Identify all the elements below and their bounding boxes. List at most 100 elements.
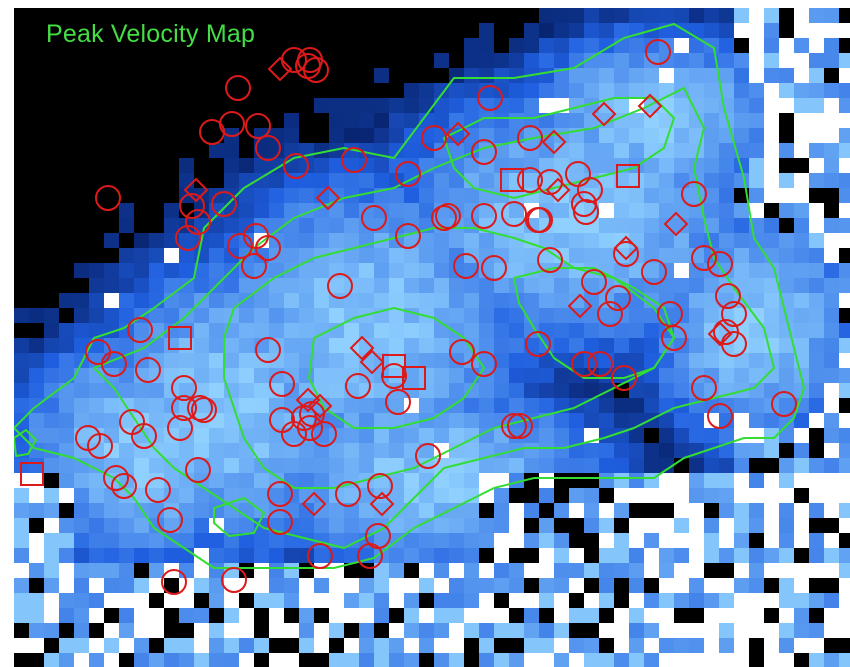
map-pixel: [674, 128, 689, 143]
map-pixel: [224, 368, 239, 383]
map-pixel: [254, 158, 269, 173]
circle-marker: [517, 167, 543, 193]
map-pixel: [629, 233, 644, 248]
map-pixel: [194, 503, 209, 518]
map-pixel: [254, 488, 269, 503]
map-pixel: [689, 23, 704, 38]
circle-marker: [571, 351, 597, 377]
map-pixel: [524, 353, 539, 368]
map-pixel: [839, 443, 850, 458]
map-pixel: [389, 218, 404, 233]
map-pixel: [749, 353, 764, 368]
map-pixel: [359, 98, 374, 113]
map-pixel: [479, 653, 494, 667]
map-pixel: [224, 218, 239, 233]
map-pixel: [644, 128, 659, 143]
map-pixel: [209, 338, 224, 353]
map-pixel: [809, 623, 824, 638]
map-pixel: [704, 8, 719, 23]
map-pixel: [764, 278, 779, 293]
map-pixel: [674, 8, 689, 23]
map-pixel: [719, 548, 734, 563]
map-pixel: [764, 638, 779, 653]
map-pixel: [179, 638, 194, 653]
map-pixel: [779, 203, 794, 218]
map-pixel: [749, 608, 764, 623]
map-pixel: [434, 638, 449, 653]
map-pixel: [389, 158, 404, 173]
map-pixel: [479, 593, 494, 608]
map-pixel: [479, 353, 494, 368]
map-pixel: [809, 158, 824, 173]
map-pixel: [764, 518, 779, 533]
map-pixel: [704, 83, 719, 98]
map-pixel: [239, 338, 254, 353]
map-pixel: [734, 443, 749, 458]
map-pixel: [59, 653, 74, 667]
map-pixel: [464, 113, 479, 128]
map-pixel: [719, 293, 734, 308]
map-pixel: [449, 278, 464, 293]
map-pixel: [329, 233, 344, 248]
map-pixel: [839, 548, 850, 563]
map-pixel: [839, 233, 850, 248]
map-pixel: [59, 458, 74, 473]
map-pixel: [29, 548, 44, 563]
map-pixel: [674, 53, 689, 68]
map-pixel: [494, 53, 509, 68]
square-marker: [402, 366, 426, 390]
map-pixel: [629, 428, 644, 443]
map-pixel: [104, 398, 119, 413]
map-pixel: [299, 548, 314, 563]
map-pixel: [299, 578, 314, 593]
map-pixel: [734, 203, 749, 218]
map-pixel: [434, 233, 449, 248]
map-pixel: [794, 98, 809, 113]
map-pixel: [599, 338, 614, 353]
map-pixel: [449, 233, 464, 248]
map-pixel: [269, 353, 284, 368]
map-pixel: [344, 518, 359, 533]
map-pixel: [119, 263, 134, 278]
map-pixel: [449, 428, 464, 443]
map-pixel: [449, 248, 464, 263]
map-pixel: [194, 338, 209, 353]
map-pixel: [599, 68, 614, 83]
map-pixel: [614, 113, 629, 128]
map-pixel: [344, 398, 359, 413]
map-pixel: [134, 263, 149, 278]
map-pixel: [824, 563, 839, 578]
map-pixel: [734, 638, 749, 653]
circle-marker: [597, 301, 623, 327]
map-pixel: [779, 623, 794, 638]
circle-marker: [453, 253, 479, 279]
north-lobe-contour: [443, 97, 675, 199]
diamond-marker: [545, 177, 571, 203]
map-pixel: [434, 383, 449, 398]
map-pixel: [509, 173, 524, 188]
map-pixel: [209, 653, 224, 667]
map-pixel: [494, 608, 509, 623]
map-pixel: [584, 518, 599, 533]
map-pixel: [839, 578, 850, 593]
map-pixel: [554, 458, 569, 473]
map-pixel: [734, 53, 749, 68]
map-pixel: [254, 293, 269, 308]
map-pixel: [839, 518, 850, 533]
map-pixel: [689, 368, 704, 383]
map-pixel: [344, 338, 359, 353]
map-pixel: [119, 383, 134, 398]
map-pixel: [554, 233, 569, 248]
map-pixel: [494, 428, 509, 443]
map-pixel: [764, 83, 779, 98]
map-pixel: [284, 338, 299, 353]
map-pixel: [554, 128, 569, 143]
map-pixel: [44, 563, 59, 578]
map-pixel: [314, 188, 329, 203]
map-pixel: [44, 308, 59, 323]
map-pixel: [644, 398, 659, 413]
map-pixel: [659, 278, 674, 293]
map-pixel: [404, 83, 419, 98]
map-pixel: [104, 638, 119, 653]
map-pixel: [794, 608, 809, 623]
